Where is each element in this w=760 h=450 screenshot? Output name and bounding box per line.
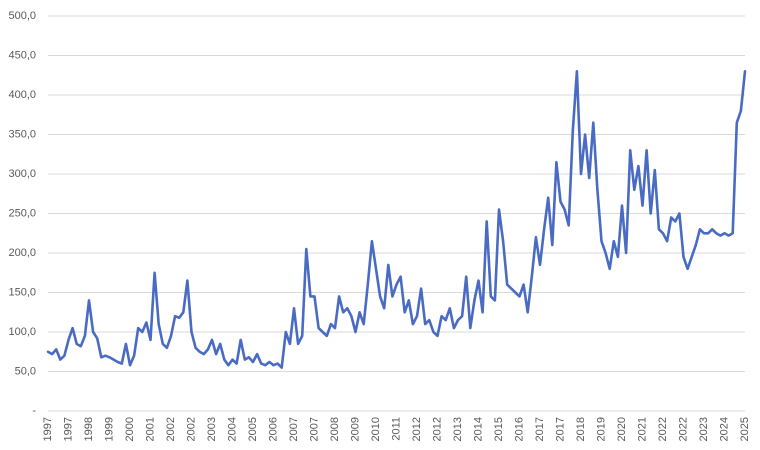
x-tick-label: 2001 (144, 417, 156, 441)
x-tick-label: 2009 (349, 417, 361, 441)
y-tick-label: 200,0 (8, 247, 36, 259)
y-tick-label: 500,0 (8, 10, 36, 22)
x-tick-label: 2022 (657, 417, 669, 441)
x-tick-label: 2005 (247, 417, 259, 441)
x-tick-label: 2022 (677, 417, 689, 441)
x-tick-label: 2017 (554, 417, 566, 441)
x-tick-label: 2020 (616, 417, 628, 441)
x-tick-label: 1997 (62, 417, 74, 441)
x-tick-label: 2015 (493, 417, 505, 441)
x-tick-label: 2017 (534, 417, 546, 441)
x-tick-label: 2002 (165, 417, 177, 441)
x-tick-label: 2010 (370, 417, 382, 441)
x-tick-label: 1999 (103, 417, 115, 441)
y-tick-label: 250,0 (8, 207, 36, 219)
y-tick-label: 350,0 (8, 128, 36, 140)
data-line (46, 70, 747, 369)
x-tick-label: 2007 (288, 417, 300, 441)
x-tick-label: 2012 (411, 417, 423, 441)
y-tick-label: 300,0 (8, 168, 36, 180)
x-tick-label: 2007 (308, 417, 320, 441)
x-tick-label: 2013 (452, 417, 464, 441)
y-tick-label: 100,0 (8, 326, 36, 338)
y-tick-label: 450,0 (8, 49, 36, 61)
x-tick-label: 2019 (595, 417, 607, 441)
x-tick-label: 2011 (390, 417, 402, 441)
x-tick-label: 2021 (636, 417, 648, 441)
x-tick-label: 2025 (739, 417, 751, 441)
y-tick-label: 400,0 (8, 89, 36, 101)
x-tick-label: 1997 (42, 417, 54, 441)
x-tick-label: 2023 (698, 417, 710, 441)
x-tick-label: 2012 (431, 417, 443, 441)
y-tick-label: 50,0 (15, 365, 36, 377)
x-tick-label: 2004 (226, 417, 238, 441)
x-tick-label: 2000 (124, 417, 136, 441)
x-tick-label: 2014 (472, 417, 484, 441)
x-tick-label: 2008 (329, 417, 341, 441)
x-tick-label: 2018 (575, 417, 587, 441)
x-tick-label: 2003 (206, 417, 218, 441)
y-tick-label: - (32, 405, 36, 417)
x-tick-label: 2006 (267, 417, 279, 441)
x-tick-label: 2016 (513, 417, 525, 441)
x-tick-label: 2002 (185, 417, 197, 441)
y-tick-label: 150,0 (8, 286, 36, 298)
x-tick-label: 2024 (718, 417, 730, 441)
x-tick-label: 1998 (83, 417, 95, 441)
